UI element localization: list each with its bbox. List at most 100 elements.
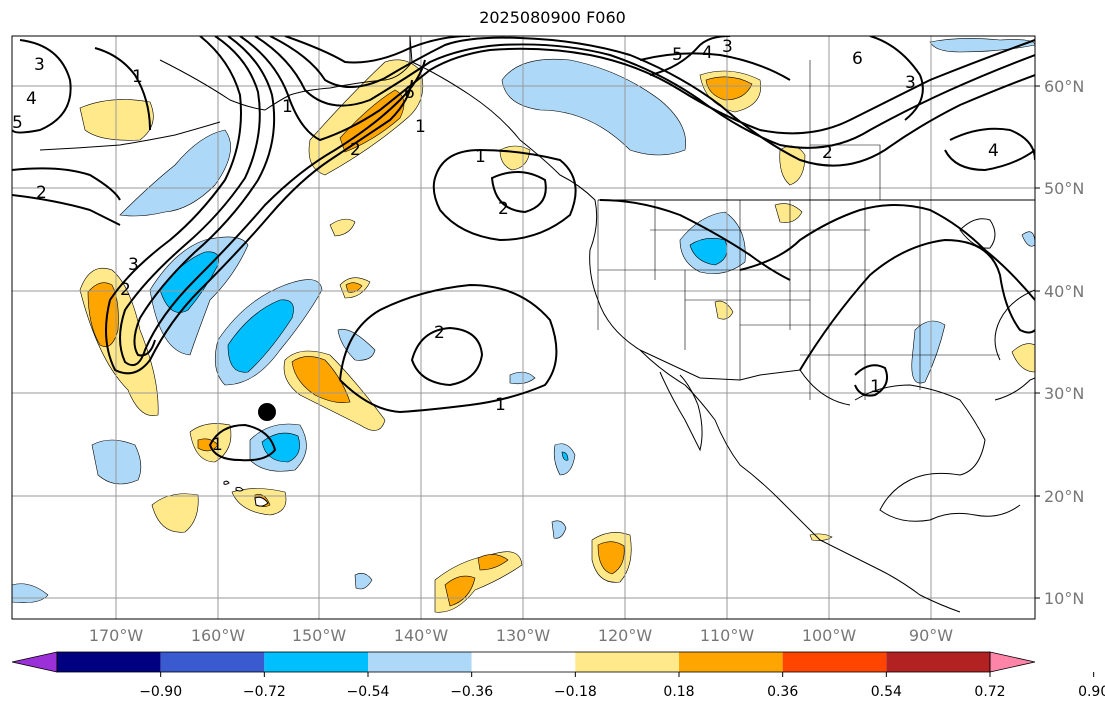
colorbar-tick-label: 0.36 [767, 684, 798, 700]
positive-area [1011, 343, 1035, 373]
positive-area [477, 554, 509, 571]
negative-area [337, 328, 376, 361]
contour-label: 1 [415, 117, 426, 137]
lat-label: 40°N [1044, 282, 1084, 301]
contour-label: 3 [34, 55, 45, 75]
positive-area [291, 356, 351, 403]
contour-line [12, 194, 121, 226]
lat-label: 20°N [1044, 487, 1084, 506]
islands [223, 480, 269, 507]
contour-line [94, 47, 151, 131]
contour-label: 2 [36, 183, 47, 203]
contour-line [739, 204, 1035, 301]
contour-label: 2 [498, 199, 509, 219]
positive-area [151, 493, 199, 533]
lon-label: 120°W [598, 626, 653, 645]
contour-line [799, 238, 1035, 371]
contour-label: 1 [495, 395, 506, 415]
colorbar-segment [575, 652, 679, 672]
positive-area [714, 300, 734, 320]
latitude-labels: 60°N 50°N 40°N 30°N 20°N 10°N [1044, 77, 1084, 608]
contour-label: 3 [905, 73, 916, 93]
contour-label: 2 [350, 140, 361, 160]
colorbar-tick-label: −0.72 [243, 684, 286, 700]
colorbar-tick-label: 0.18 [663, 684, 694, 700]
contour-line [284, 36, 471, 64]
graticule [12, 36, 1035, 619]
contour-line [254, 36, 1035, 149]
contour-label: 6 [852, 49, 863, 69]
contour-label: 6 [404, 83, 415, 103]
negative-area [561, 451, 569, 461]
hawaii-island [235, 486, 244, 492]
lat-ticks [1035, 85, 1040, 599]
colorbar-tick-label: 0.90 [1078, 684, 1105, 700]
negative-area [1021, 231, 1035, 247]
lat-label: 10°N [1044, 589, 1084, 608]
colorbar-tick-label: −0.54 [347, 684, 390, 700]
east-coast [994, 289, 1035, 361]
colorbar-segment [886, 652, 990, 672]
positive-area [705, 76, 753, 101]
positive-area [597, 541, 625, 575]
contour-label: 1 [282, 97, 293, 117]
contour-label: 4 [988, 141, 999, 161]
lon-label: 130°W [496, 626, 551, 645]
contour-line [599, 199, 791, 281]
colorbar-segment [160, 652, 265, 672]
map-title: 2025080900 F060 [479, 8, 626, 27]
lon-label: 140°W [394, 626, 449, 645]
contour-label: 1 [212, 435, 223, 455]
station-dot [258, 403, 276, 421]
negative-area [501, 58, 687, 156]
colorbar-segment [264, 652, 368, 672]
colorbar-tick-label: 0.72 [974, 684, 1005, 700]
contour-line [269, 36, 1035, 167]
colorbar-tick-label: −0.18 [554, 684, 597, 700]
lon-label: 160°W [191, 626, 246, 645]
contour-label: 1 [475, 147, 486, 167]
contour-label: 4 [26, 89, 37, 109]
contour-label: 1 [132, 67, 143, 87]
colorbar-ticks: −0.90 −0.72 −0.54 −0.36 −0.18 0.18 0.36 0.54 0.7… [139, 672, 1105, 700]
contour-line [432, 148, 577, 242]
contour-line [339, 283, 558, 414]
colorbar-tick-label: −0.90 [139, 684, 182, 700]
colorbar-segment [471, 652, 576, 672]
colorbar-tick-label: −0.36 [450, 684, 493, 700]
hawaii-island [254, 496, 269, 507]
contour-line [949, 127, 1035, 161]
contour-label: 2 [120, 280, 131, 300]
contour-line [639, 52, 791, 81]
negative-area [227, 299, 294, 373]
longitude-labels: 170°W 160°W 150°W 140°W 130°W 120°W 110°… [89, 626, 953, 645]
lat-label: 50°N [1044, 179, 1084, 198]
contours [12, 36, 1035, 462]
contour-line [869, 36, 924, 121]
lon-label: 90°W [909, 626, 953, 645]
colorbar-segments [11, 651, 1036, 673]
colorbar: −0.90 −0.72 −0.54 −0.36 −0.18 0.18 0.36 0.54 0.7… [11, 651, 1105, 700]
aleutian-chain [39, 121, 221, 151]
contour-line [854, 364, 888, 397]
contour-line [133, 36, 276, 357]
colorbar-extend-low [11, 651, 58, 673]
mexico-border [639, 349, 851, 406]
colorbar-segment [368, 652, 472, 672]
lat-label: 30°N [1044, 384, 1084, 403]
positive-area [79, 99, 154, 141]
negative-area [551, 520, 567, 539]
positive-area [345, 282, 363, 293]
positive-area [329, 218, 356, 237]
contour-label: 2 [434, 323, 445, 343]
contour-line [208, 423, 277, 462]
contour-line [119, 36, 426, 366]
contour-line [944, 149, 1035, 172]
contour-line [239, 36, 1035, 142]
contour-labels: 3 4 5 2 1 6 5 4 3 6 3 4 2 1 2 1 2 3 2 1 … [12, 37, 999, 455]
contour-line [490, 171, 547, 214]
negative-area [354, 573, 373, 590]
lon-label: 170°W [89, 626, 144, 645]
contour-label: 3 [128, 255, 139, 275]
